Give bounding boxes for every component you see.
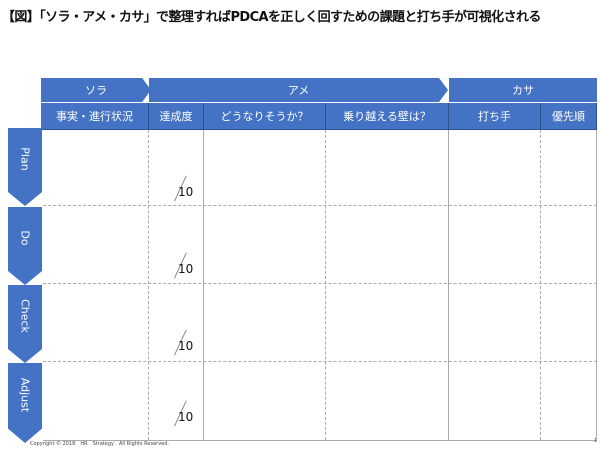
grid-line xyxy=(540,130,541,440)
row-label-text: Adjust xyxy=(18,377,32,413)
row-label-do: Do xyxy=(8,207,42,285)
col-header-facts: 事実・進行状況 xyxy=(41,103,149,130)
band-sora: ソラ xyxy=(41,78,151,102)
row-label-plan: Plan xyxy=(8,128,42,206)
col-header-action: 打ち手 xyxy=(449,103,541,130)
grid-line xyxy=(596,130,597,440)
grid-line xyxy=(43,440,597,441)
row-label-text: Plan xyxy=(18,147,32,171)
grid-line xyxy=(148,130,149,440)
col-header-barrier: 乗り越える壁は？ xyxy=(326,103,449,130)
grid-line xyxy=(325,130,326,440)
grid-line xyxy=(43,283,597,284)
band-label: アメ xyxy=(287,84,310,97)
grid-line xyxy=(203,130,204,440)
page-number: 1 xyxy=(593,438,597,444)
band-ame: アメ xyxy=(149,78,448,102)
grid-line xyxy=(43,361,597,362)
page-title: 【図】「ソラ・アメ・カサ」で整理すればPDCAを正しく回すための課題と打ち手が可… xyxy=(2,10,541,25)
score-max: 10 xyxy=(178,339,194,353)
score-do: 10 xyxy=(168,250,198,279)
score-plan: 10 xyxy=(168,173,198,202)
score-check: 10 xyxy=(168,327,198,356)
row-label-adjust: Adjust xyxy=(8,363,42,443)
col-header-achievement: 達成度 xyxy=(149,103,204,130)
row-label-text: Check xyxy=(18,299,32,334)
score-adjust: 10 xyxy=(168,398,198,427)
row-label-text: Do xyxy=(18,230,32,246)
score-max: 10 xyxy=(178,410,194,424)
copyright: Copyright © 2018 HR Strategy All Rights … xyxy=(30,441,170,447)
band-label: ソラ xyxy=(85,84,107,97)
score-max: 10 xyxy=(178,185,194,199)
row-label-check: Check xyxy=(8,285,42,363)
col-header-priority: 優先順 xyxy=(541,103,597,130)
grid-line xyxy=(43,205,597,206)
score-max: 10 xyxy=(178,262,194,276)
band-label: カサ xyxy=(512,84,534,97)
grid-line xyxy=(448,130,449,440)
band-kasa: カサ xyxy=(449,78,597,102)
col-header-outlook: どうなりそうか？ xyxy=(204,103,326,130)
